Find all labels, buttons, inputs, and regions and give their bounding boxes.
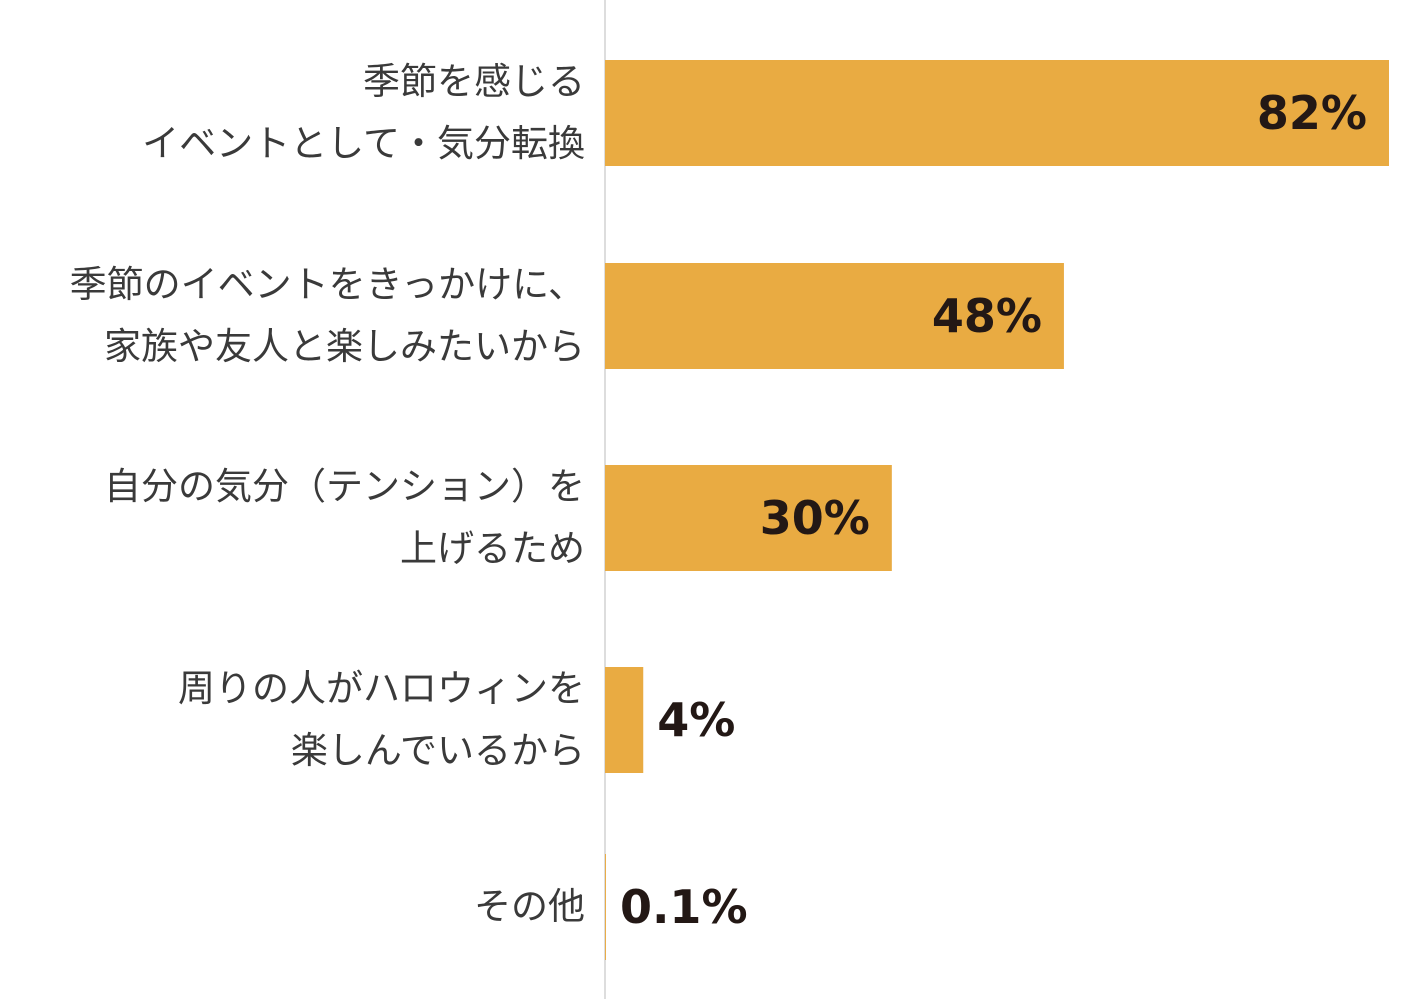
category-label: 季節のイベントをきっかけに、 家族や友人と楽しみたいから (69, 263, 585, 368)
bar (605, 263, 1064, 369)
value-label: 30% (759, 491, 870, 545)
value-label: 48% (931, 289, 1042, 343)
bar (605, 60, 1389, 166)
bar (605, 465, 892, 571)
value-label: 82% (1256, 86, 1367, 140)
bar (605, 667, 644, 773)
category-label: その他 (474, 885, 585, 928)
value-label: 4% (657, 693, 736, 747)
bar (605, 854, 606, 960)
category-label: 季節を感じる イベントとして・気分転換 (142, 60, 585, 165)
category-label: 周りの人がハロウィンを 楽しんでいるから (178, 667, 585, 772)
category-label: 自分の気分（テンション）を 上げるため (104, 465, 585, 570)
value-label: 0.1% (619, 880, 748, 934)
